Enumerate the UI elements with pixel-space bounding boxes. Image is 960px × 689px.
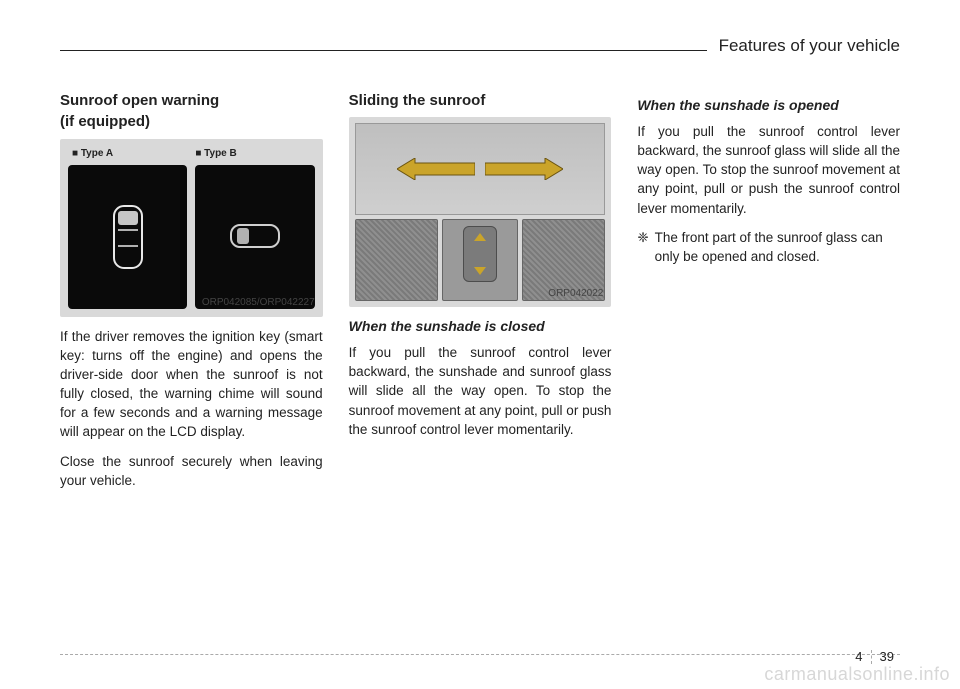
col3-paragraph-1: If you pull the sunroof control lever ba… <box>637 122 900 218</box>
section-number: 4 <box>849 648 868 665</box>
col3-note: ❈ The front part of the sunroof glass ca… <box>637 228 900 266</box>
column-3: When the sunshade is opened If you pull … <box>637 90 900 500</box>
note-symbol: ❈ <box>637 228 654 266</box>
col1-paragraph-2: Close the sunroof securely when leaving … <box>60 452 323 490</box>
page-footer: 4 39 <box>60 654 900 661</box>
page-header: Features of your vehicle <box>60 32 900 66</box>
figure-label-type-b: ■ Type B <box>195 147 236 161</box>
figure-caption-2: ORP042022 <box>548 287 603 301</box>
figure-sunroof-glass <box>355 123 606 215</box>
column-1: Sunroof open warning (if equipped) ■ Typ… <box>60 90 323 500</box>
dash-type-a <box>68 165 187 309</box>
control-center <box>442 219 517 301</box>
col1-heading-line1: Sunroof open warning <box>60 92 219 109</box>
column-2: Sliding the sunroof <box>349 90 612 500</box>
note-text: The front part of the sunroof glass can … <box>655 228 900 266</box>
figure-row <box>68 147 315 309</box>
page-number-divider <box>871 650 872 664</box>
col3-subhead: When the sunshade is opened <box>637 96 900 116</box>
page-number-value: 39 <box>874 648 900 665</box>
sunroof-lever-icon <box>463 226 497 282</box>
col1-paragraph-1: If the driver removes the ignition key (… <box>60 327 323 442</box>
footer-rule <box>60 654 900 655</box>
col2-subhead: When the sunshade is closed <box>349 317 612 337</box>
figure-label-type-a: ■ Type A <box>72 147 113 161</box>
watermark: carmanualsonline.info <box>764 664 950 685</box>
arrow-right-icon <box>485 158 563 180</box>
arrow-left-icon <box>397 158 475 180</box>
page: Features of your vehicle Sunroof open wa… <box>0 0 960 689</box>
col2-paragraph-1: If you pull the sunroof control lever ba… <box>349 343 612 439</box>
columns: Sunroof open warning (if equipped) ■ Typ… <box>60 90 900 500</box>
figure-sliding-sunroof: ORP042022 <box>349 117 612 307</box>
panel-left <box>355 219 439 301</box>
header-title: Features of your vehicle <box>707 36 900 56</box>
figure-caption-1: ORP042085/ORP042227 <box>202 296 315 310</box>
col1-heading: Sunroof open warning (if equipped) <box>60 90 323 133</box>
dash-type-b <box>195 165 314 309</box>
figure-sunroof-warning: ■ Type A ■ Type B <box>60 139 323 317</box>
col1-heading-line2: (if equipped) <box>60 113 150 130</box>
col2-heading: Sliding the sunroof <box>349 90 612 111</box>
page-number: 4 39 <box>849 648 900 665</box>
